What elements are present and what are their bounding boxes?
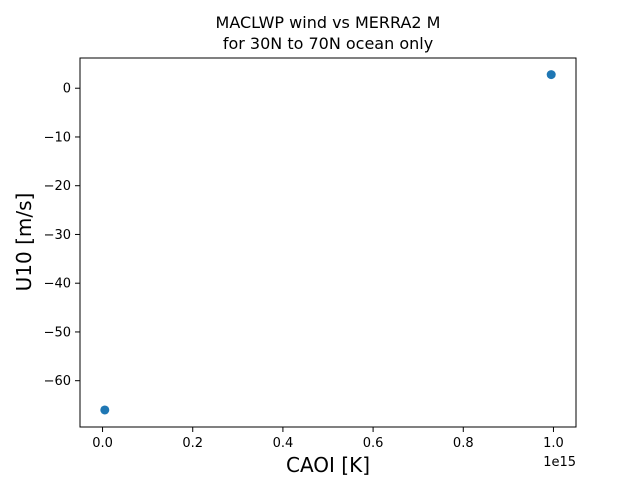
y-tick-label: −20 — [44, 179, 71, 194]
x-tick-label: 0.8 — [453, 436, 474, 451]
x-tick-label: 1.0 — [543, 436, 564, 451]
x-tick-label: 0.2 — [182, 436, 203, 451]
data-point — [546, 70, 556, 80]
plot-area — [79, 57, 577, 428]
y-axis-label: U10 [m/s] — [12, 193, 36, 292]
data-point — [100, 405, 110, 415]
y-tick-label: −60 — [44, 374, 71, 389]
y-tick-label: −30 — [44, 228, 71, 243]
chart-title-line-1: MACLWP wind vs MERRA2 M — [216, 13, 441, 32]
x-tick-label: 0.4 — [273, 436, 294, 451]
x-axis-ticks: 0.0 0.2 0.4 0.6 0.8 1.0 — [92, 427, 564, 451]
y-tick-label: −10 — [44, 130, 71, 145]
plot-frame — [79, 57, 577, 428]
y-tick-label: 0 — [63, 82, 71, 97]
y-tick-label: −50 — [44, 325, 71, 340]
x-tick-label: 0.6 — [363, 436, 384, 451]
y-tick-label: −40 — [44, 277, 71, 292]
data-points — [100, 70, 556, 415]
y-axis-ticks: 0 −10 −20 −30 −40 −50 −60 — [44, 82, 80, 389]
x-tick-label: 0.0 — [92, 436, 113, 451]
x-axis-label: CAOI [K] — [286, 453, 370, 477]
chart-title-line-2: for 30N to 70N ocean only — [223, 34, 433, 53]
x-axis-offset-label: 1e15 — [543, 455, 576, 470]
